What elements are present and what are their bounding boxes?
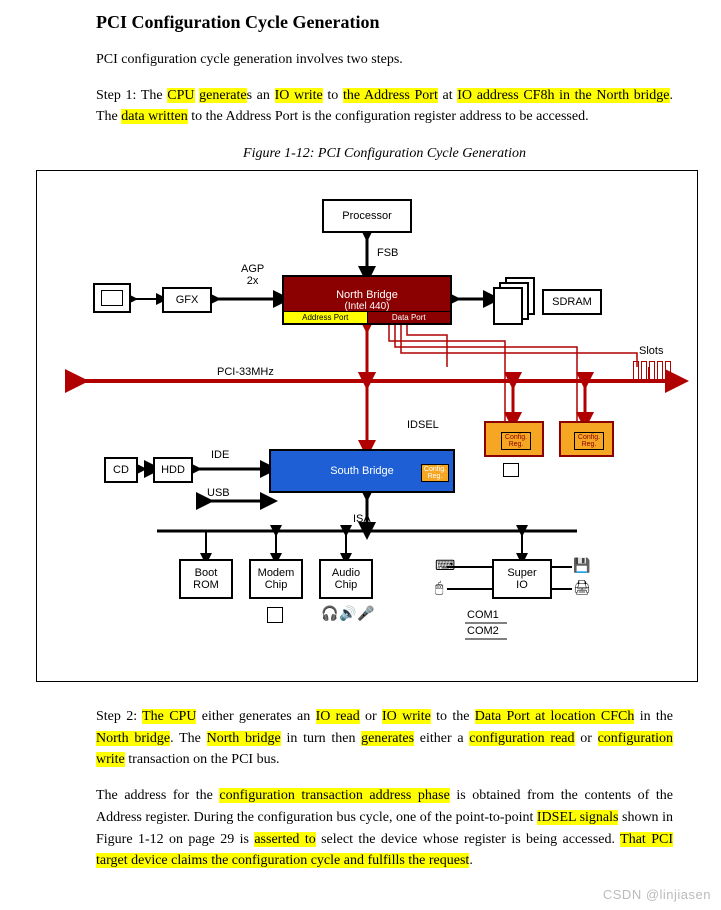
hl: IO read	[316, 709, 360, 724]
t: to the Address Port is the configuration…	[188, 109, 589, 124]
label: Audio Chip	[332, 567, 360, 591]
watermark: CSDN @linjiasen	[603, 887, 711, 902]
label: Modem Chip	[258, 567, 295, 591]
com2-label: COM2	[467, 625, 499, 637]
t: Step 2:	[96, 709, 142, 724]
t: s an	[247, 88, 275, 103]
label: SDRAM	[552, 296, 592, 308]
label: Boot ROM	[193, 567, 219, 591]
hdd-node: HDD	[153, 457, 193, 483]
label: HDD	[161, 464, 185, 476]
processor-node: Processor	[322, 199, 412, 233]
hl: IO address CF8h in the North bridge	[457, 88, 669, 103]
t: in turn then	[281, 731, 361, 746]
label: Super IO	[507, 567, 536, 591]
t: or	[575, 731, 598, 746]
north-bridge-node: North Bridge (Intel 440) Address Port Da…	[282, 275, 452, 325]
label: CD	[113, 464, 129, 476]
monitor-icon	[93, 283, 131, 313]
speaker-icon: 🔊	[339, 605, 356, 622]
t: Step 1: The	[96, 88, 167, 103]
agp-label: AGP 2x	[241, 263, 264, 287]
isa-label: ISA	[353, 513, 371, 525]
hl: IO write	[382, 709, 431, 724]
sdram-node: SDRAM	[542, 289, 602, 315]
fsb-label: FSB	[377, 247, 398, 259]
t: The address for the	[96, 788, 219, 803]
t: transaction on the PCI bus.	[125, 752, 280, 767]
com1-label: COM1	[467, 609, 499, 621]
mic-icon: 🎤	[357, 605, 374, 622]
slots-label: Slots	[639, 345, 663, 357]
t: . The	[170, 731, 206, 746]
hl: IO write	[275, 88, 323, 103]
para4: The address for the configuration transa…	[96, 785, 673, 872]
gfx-node: GFX	[162, 287, 212, 313]
label: GFX	[176, 294, 199, 306]
t: or	[360, 709, 382, 724]
sdram-stack-icon	[493, 277, 537, 321]
hl: the Address Port	[343, 88, 438, 103]
step2-paragraph: Step 2: The CPU either generates an IO r…	[96, 706, 673, 771]
hl: data written	[121, 109, 187, 124]
idsel-label: IDSEL	[407, 419, 439, 431]
address-port: Address Port	[284, 311, 368, 323]
intro-paragraph: PCI configuration cycle generation invol…	[96, 49, 673, 71]
t: in the	[634, 709, 673, 724]
printer-icon: 🖨	[573, 579, 591, 596]
t: either a	[414, 731, 469, 746]
figure-1-12: Processor GFX North Bridge (Intel 440) A…	[36, 170, 698, 682]
t: either generates an	[196, 709, 315, 724]
bootrom-node: Boot ROM	[179, 559, 233, 599]
t: select the device whose register is bein…	[316, 832, 620, 847]
config-reg-south: Config.Reg.	[421, 464, 449, 482]
label: North Bridge	[336, 289, 398, 301]
t: .	[469, 853, 473, 868]
hl: North bridge	[207, 731, 281, 746]
eth1-node: Config.Reg.	[484, 421, 544, 457]
keyboard-icon: ⌨	[435, 557, 455, 574]
modem-node: Modem Chip	[249, 559, 303, 599]
hl: configuration transaction address phase	[219, 788, 449, 803]
superio-node: Super IO	[492, 559, 552, 599]
floppy-icon: 💾	[573, 557, 590, 574]
hl: asserted to	[254, 832, 315, 847]
hl: North bridge	[96, 731, 170, 746]
figure-caption: Figure 1-12: PCI Configuration Cycle Gen…	[96, 146, 673, 162]
config-reg: Config.Reg.	[501, 432, 531, 450]
south-bridge-node: South Bridge Config.Reg.	[269, 449, 455, 493]
hl: The CPU	[142, 709, 196, 724]
slots-icon	[633, 361, 671, 381]
section-heading: PCI Configuration Cycle Generation	[96, 12, 673, 33]
label: Processor	[342, 210, 392, 222]
port-icon	[503, 463, 519, 477]
hl: CPU	[167, 88, 194, 103]
label: (Intel 440)	[344, 301, 389, 312]
phone-port-icon	[267, 607, 283, 623]
hl: configuration read	[469, 731, 574, 746]
config-reg: Config.Reg.	[574, 432, 604, 450]
hl: IDSEL signals	[537, 810, 619, 825]
t: at	[438, 88, 457, 103]
hl: Data Port at loca­tion CFCh	[475, 709, 635, 724]
headphone-icon: 🎧	[321, 605, 338, 622]
hl: generates	[361, 731, 414, 746]
usb-label: USB	[207, 487, 230, 499]
ide-label: IDE	[211, 449, 229, 461]
step1-paragraph: Step 1: The CPU generates an IO write to…	[96, 85, 673, 128]
mouse-icon: 🖱	[435, 579, 443, 596]
cd-node: CD	[104, 457, 138, 483]
t: to	[323, 88, 343, 103]
t: to the	[431, 709, 475, 724]
eth2-node: Config.Reg.	[559, 421, 614, 457]
hl: generate	[199, 88, 246, 103]
pci-label: PCI-33MHz	[217, 366, 274, 378]
audio-node: Audio Chip	[319, 559, 373, 599]
data-port: Data Port	[368, 311, 451, 323]
label: South Bridge	[330, 465, 394, 477]
